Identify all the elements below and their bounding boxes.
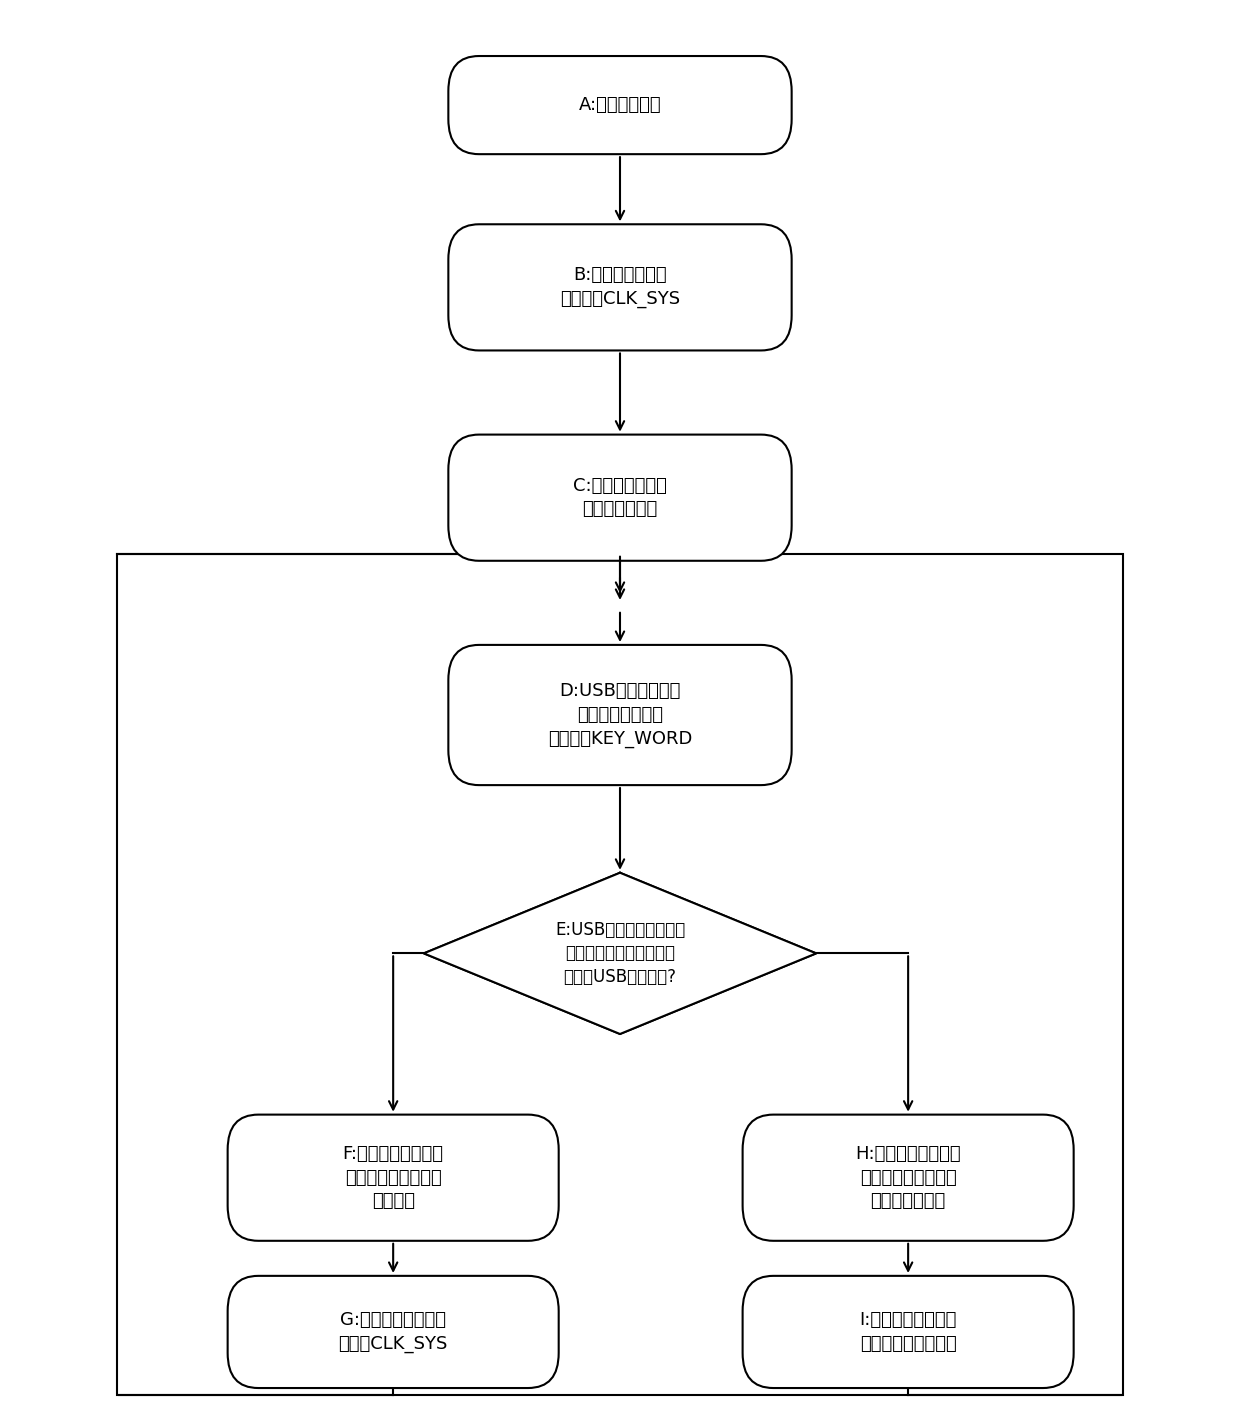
Text: G:生成该次校准的系
统时钟CLK_SYS: G:生成该次校准的系 统时钟CLK_SYS	[339, 1311, 448, 1352]
FancyBboxPatch shape	[228, 1114, 559, 1240]
FancyBboxPatch shape	[228, 1276, 559, 1388]
Text: I:外部环境因素变化
导致新校准过程开始: I:外部环境因素变化 导致新校准过程开始	[859, 1311, 957, 1352]
Text: B:生成初始频率的
系统时钟CLK_SYS: B:生成初始频率的 系统时钟CLK_SYS	[560, 266, 680, 309]
Bar	[118, 554, 1122, 1395]
FancyBboxPatch shape	[449, 435, 791, 561]
Text: D:USB数据状态机解
析出主机发送来的
特征信息KEY_WORD: D:USB数据状态机解 析出主机发送来的 特征信息KEY_WORD	[548, 683, 692, 748]
FancyBboxPatch shape	[449, 224, 791, 351]
Text: H:动态校准过程达到
平衡状态，产生高精
度稳定系统时钟: H:动态校准过程达到 平衡状态，产生高精 度稳定系统时钟	[856, 1146, 961, 1211]
FancyBboxPatch shape	[743, 1276, 1074, 1388]
FancyBboxPatch shape	[449, 57, 791, 154]
Text: A:系统复位结束: A:系统复位结束	[579, 96, 661, 115]
Text: C:数据接收器接收
主机发送包信息: C:数据接收器接收 主机发送包信息	[573, 477, 667, 518]
Text: E:USB内建时钟判决器判
断判决时钟偏离理想值是
否满足USB协议要求?: E:USB内建时钟判决器判 断判决时钟偏离理想值是 否满足USB协议要求?	[554, 920, 686, 986]
FancyBboxPatch shape	[449, 644, 791, 784]
Text: F:频率偏移量对低带
宽锁相环输入时钟的
反馈控制: F:频率偏移量对低带 宽锁相环输入时钟的 反馈控制	[342, 1146, 444, 1211]
FancyBboxPatch shape	[743, 1114, 1074, 1240]
Polygon shape	[424, 872, 816, 1034]
